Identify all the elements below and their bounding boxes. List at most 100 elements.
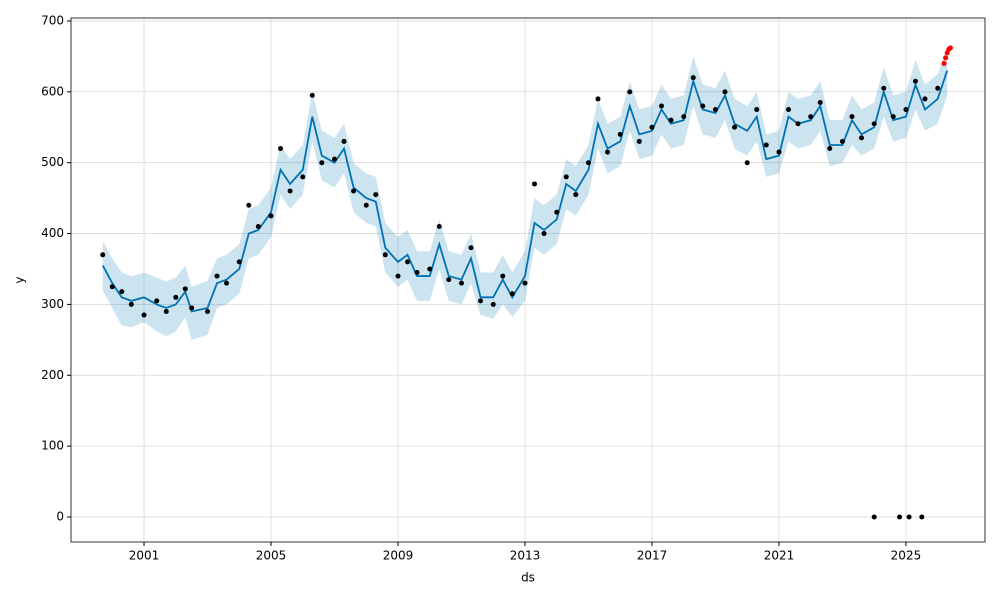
observed-point [532,181,538,187]
x-tick-label: 2005 [256,549,287,563]
observed-point [255,223,261,229]
uncertainty-band [102,45,948,340]
x-tick-label: 2013 [510,549,541,563]
y-tick-label: 700 [41,13,64,27]
observed-point [627,89,633,95]
y-tick-label: 500 [41,155,64,169]
observed-point [154,298,160,304]
observed-point [414,270,420,276]
observed-point [319,160,325,166]
observed-point [109,284,115,290]
observed-point [906,514,912,520]
observed-point [363,202,369,208]
observed-point [509,291,515,297]
observed-point [712,107,718,113]
observed-point [785,107,791,113]
observed-point [182,286,188,292]
observed-point [658,103,664,109]
observed-point [468,245,474,251]
y-tick-label: 400 [41,226,64,240]
observed-point [189,305,195,311]
observed-point [236,259,242,265]
observed-point [690,75,696,81]
observed-point [287,188,293,194]
observed-point [141,312,147,318]
observed-point [224,280,230,286]
observed-point [563,174,569,180]
observed-point [246,202,252,208]
observed-point [490,301,496,307]
observed-point [636,138,642,144]
highlighted-point [943,55,949,61]
observed-point [595,96,601,102]
observed-point [205,308,211,314]
observed-point [373,192,379,198]
observed-point [119,289,125,295]
observed-point [827,146,833,152]
observed-point [309,92,315,98]
observed-point [912,78,918,84]
y-tick-label: 600 [41,84,64,98]
observed-point [554,209,560,215]
observed-point [478,298,484,304]
observed-point [859,135,865,141]
x-axis-label: ds [521,571,535,585]
observed-point [332,156,338,162]
observed-point [732,124,738,130]
observed-point [919,514,925,520]
x-tick-label: 2017 [637,549,668,563]
observed-point [935,85,941,91]
observed-point [922,96,928,102]
observed-point [681,114,687,120]
observed-point [754,107,760,113]
observed-point [382,252,388,258]
observed-point [458,280,464,286]
y-tick-label: 0 [56,509,64,523]
observed-point [278,146,284,152]
observed-point [881,85,887,91]
observed-point [541,231,547,237]
y-axis-label: y [13,276,27,283]
observed-point [585,160,591,166]
observed-point [839,138,845,144]
observed-point [128,301,134,307]
observed-point [722,89,728,95]
y-tick-label: 200 [41,368,64,382]
observed-point [817,99,823,105]
observed-point [214,273,220,279]
observed-point [395,273,401,279]
observed-point [808,114,814,120]
observed-point [649,124,655,130]
highlighted-point [941,60,947,66]
observed-point [776,149,782,155]
observed-point [573,192,579,198]
observed-point [351,188,357,194]
observed-point [100,252,106,258]
x-tick-label: 2021 [764,549,795,563]
y-tick-label: 100 [41,439,64,453]
x-tick-label: 2009 [383,549,414,563]
observed-point [897,514,903,520]
plot-frame [70,17,986,543]
observed-point [795,121,801,127]
observed-point [668,117,674,123]
observed-point [522,280,528,286]
observed-point [341,138,347,144]
observed-point [427,266,433,272]
observed-point [446,277,452,283]
observed-point [173,294,179,300]
observed-point [163,308,169,314]
observed-point [436,223,442,229]
observed-point [605,149,611,155]
x-tick-label: 2001 [129,549,160,563]
observed-point [744,160,750,166]
highlighted-point [947,45,953,51]
forecast-line [101,70,949,313]
x-tick-label: 2025 [891,549,922,563]
observed-point [763,142,769,148]
observed-point [500,273,506,279]
observed-point [300,174,306,180]
observed-point [405,259,411,265]
observed-point [700,103,706,109]
